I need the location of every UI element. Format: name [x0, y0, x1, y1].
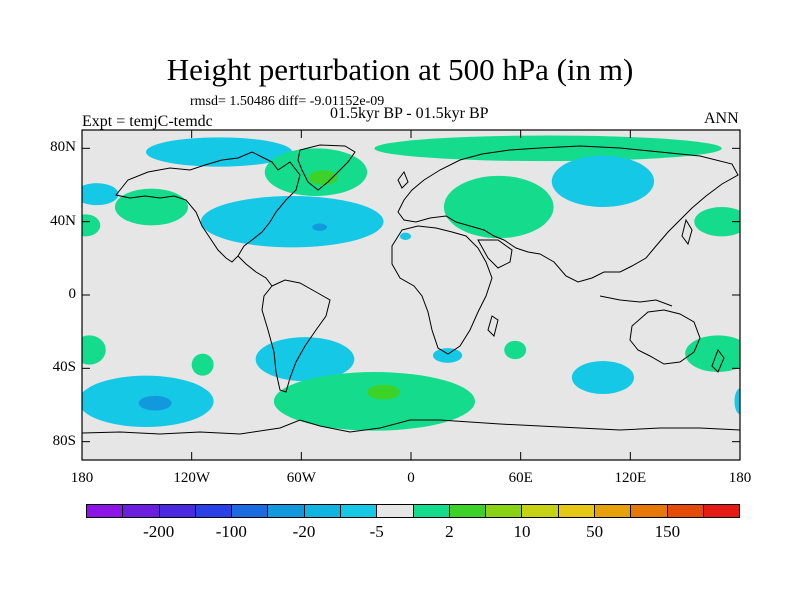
- coastline-new-zealand: [711, 348, 725, 373]
- colorbar-cell: [522, 505, 559, 517]
- anomaly-north-pacific-positive: [114, 188, 189, 226]
- coastline-uk: [397, 170, 409, 189]
- coastline-central-america: [237, 255, 273, 287]
- colorbar-cell: [87, 505, 124, 517]
- y-tick-label: 40N: [50, 212, 76, 229]
- coastline-layer: [82, 144, 740, 435]
- x-tick-label: 60W: [286, 470, 316, 486]
- colorbar-label: 10: [513, 522, 531, 541]
- y-tick-label: 80N: [50, 139, 76, 156]
- colorbar-cell: [195, 505, 233, 517]
- colorbar-label: -200: [143, 522, 175, 541]
- anomaly-west-pacific-edge-positive: [82, 214, 101, 237]
- colorbar-cell: [667, 505, 704, 517]
- anomaly-siberia-negative: [551, 155, 655, 207]
- anomaly-greenland-inner-positive: [308, 170, 338, 186]
- coastline-arabia: [477, 239, 513, 269]
- colorbar-cell: [631, 505, 668, 517]
- anomaly-south-america-negative: [255, 337, 355, 382]
- anomaly-indian-ocean-negative: [571, 361, 634, 394]
- anomaly-layer: [82, 135, 740, 431]
- anomaly-east-edge-negative: [734, 388, 740, 415]
- colorbar-cell: [159, 505, 196, 517]
- anomaly-indian-ocean-positive: [504, 340, 527, 360]
- anomaly-south-africa-negative: [432, 348, 463, 363]
- colorbar-cell: [232, 505, 269, 517]
- colorbar-label: -20: [292, 522, 316, 541]
- anomaly-east-pacific-positive: [694, 207, 740, 237]
- coastline-eurasia: [397, 145, 739, 283]
- colorbar-cell: [123, 505, 160, 517]
- x-tick-label: 120W: [173, 470, 210, 486]
- x-tick-label: 180: [70, 470, 94, 486]
- season-label: ANN: [704, 110, 739, 127]
- tick-marks: [81, 130, 741, 460]
- coastline-antarctica: [82, 419, 740, 435]
- colorbar-label: -100: [215, 522, 247, 541]
- anomaly-south-pacific-small-positive: [191, 353, 214, 376]
- anomaly-mediterranean-negative: [400, 232, 411, 240]
- colorbar-label: 50: [586, 522, 604, 541]
- anomaly-atlantic-inner-positive: [367, 384, 401, 400]
- anomaly-north-america-inner-negative: [312, 223, 327, 231]
- anomaly-south-pacific-inner-negative: [138, 395, 172, 411]
- x-tick-label: 120E: [614, 470, 647, 486]
- coastline-north-america: [115, 151, 301, 263]
- coastline-madagascar: [487, 315, 499, 337]
- anomaly-arctic-negative: [145, 137, 293, 167]
- colorbar-cell: [413, 505, 450, 517]
- coastline-indonesia: [599, 295, 673, 307]
- colorbar-label: -5: [369, 522, 384, 541]
- experiment-label: Expt = temjC-temdc: [82, 113, 213, 130]
- colorbar-cell: [449, 505, 487, 517]
- anomaly-arctic-east-positive: [374, 135, 722, 162]
- y-tick-label: 0: [68, 286, 77, 302]
- anomaly-south-pacific-west-positive: [82, 335, 106, 365]
- colorbar-label: 150: [654, 522, 681, 541]
- coastline-greenland: [297, 144, 356, 191]
- anomaly-north-pacific-negative: [82, 183, 119, 206]
- colorbar-cell: [377, 505, 414, 517]
- coastline-australia: [629, 309, 701, 365]
- y-tick-label: 40S: [52, 359, 76, 376]
- colorbar-cell: [703, 505, 740, 517]
- x-tick-label: 180: [728, 470, 752, 486]
- colorbar-cell: [304, 505, 341, 517]
- coastline-africa: [391, 225, 493, 355]
- x-tick-label: 60E: [508, 470, 533, 486]
- period-text: 01.5kyr BP - 01.5kyr BP: [330, 105, 489, 122]
- colorbar: [86, 504, 740, 518]
- y-tick-label: 80S: [52, 432, 76, 449]
- colorbar-cell: [486, 505, 523, 517]
- colorbar-cell: [340, 505, 378, 517]
- colorbar-cell: [594, 505, 632, 517]
- anomaly-north-america-negative: [200, 196, 384, 248]
- anomaly-europe-positive: [443, 175, 554, 239]
- plot-title: Height perturbation at 500 hPa (in m): [166, 52, 634, 87]
- colorbar-cell: [558, 505, 595, 517]
- colorbar-cell: [268, 505, 305, 517]
- colorbar-label: 2: [445, 522, 454, 541]
- x-tick-label: 0: [407, 470, 415, 486]
- coastline-japan: [681, 218, 693, 246]
- anomaly-tasman-positive: [685, 335, 740, 372]
- anomaly-atlantic-positive: [273, 372, 475, 431]
- coastline-south-america: [261, 279, 331, 393]
- stats-text: rmsd= 1.50486 diff= -9.01152e-09: [190, 94, 385, 109]
